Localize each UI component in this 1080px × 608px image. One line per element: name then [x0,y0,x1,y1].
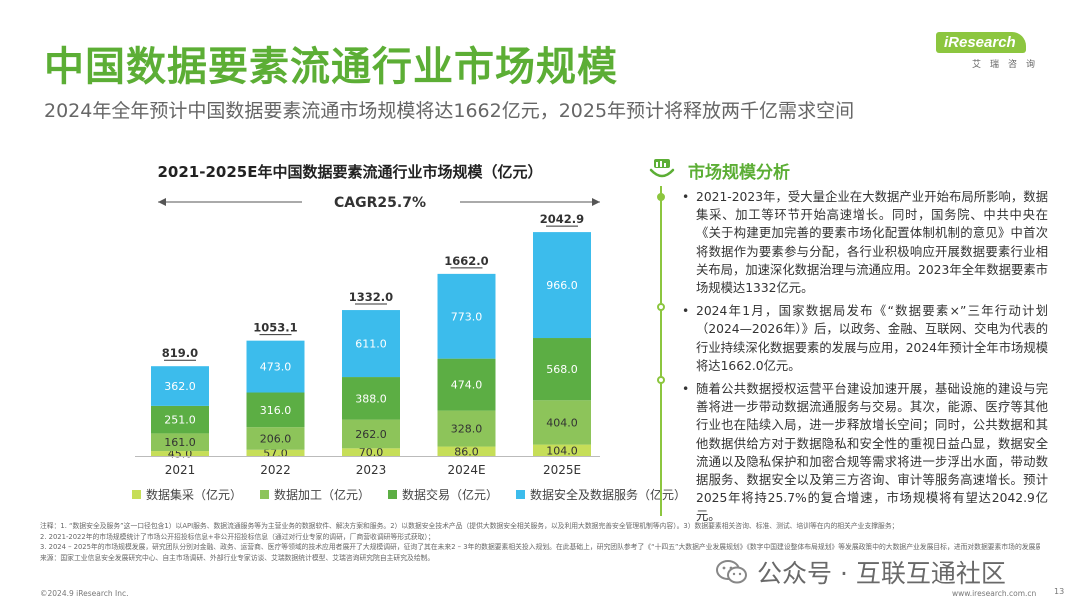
bar-value-label: 474.0 [451,379,483,392]
timeline-divider [660,186,662,516]
bar-value-label: 251.0 [164,414,196,427]
x-tick-label: 2024E [447,463,485,477]
legend-label: 数据安全及数据服务（亿元） [530,488,687,502]
chart-legend: 数据集采（亿元） 数据加工（亿元） 数据交易（亿元） 数据安全及数据服务（亿元） [132,486,686,503]
copyright: ©2024.9 iResearch Inc. [40,589,129,598]
footnotes: 注释：1. “数据安全及服务”这一口径包含1）以API服务、数据流通服务等为主营… [40,521,1040,563]
bar-value-label: 262.0 [355,428,387,441]
bar-segment [246,340,305,393]
legend-item: 数据交易（亿元） [388,486,498,503]
footnote-line: 来源：国家工业信息安全发展研究中心、自主市场调研、外部行业专家访谈、艾瑞数据统计… [40,553,435,562]
bar-total-label: 2042.9 [540,212,584,226]
bar-segment [533,338,591,401]
legend-item: 数据安全及数据服务（亿元） [516,486,686,503]
x-tick-label: 2021 [165,463,196,477]
footnote-line: 3. 2024 – 2025年的市场规模发展，研究团队分别对金融、政务、运营商、… [40,543,1040,551]
bar-total-label: 819.0 [162,346,198,360]
bar-value-label: 362.0 [164,380,196,393]
wechat-icon [716,560,747,584]
timeline-dot [657,193,665,201]
bar-segment [246,392,305,428]
bar-segment [437,273,496,359]
analysis-heading: 市场规模分析 [688,163,790,183]
bar-value-label: 161.0 [164,436,196,449]
bar-value-label: 70.0 [359,446,384,459]
bar-segment [246,427,305,450]
legend-swatch [388,490,398,499]
bar-segment [437,358,496,411]
bar-segment [437,446,496,456]
bar-value-label: 86.0 [454,445,479,458]
bar-value-label: 966.0 [546,279,578,292]
bar-segment [342,448,400,456]
bar-value-label: 404.0 [546,416,578,429]
bar-segment [342,377,400,420]
footnote-line: 2. 2021-2022年的市场规模统计了市场公开招投标信息+非公开招投标信息（… [40,532,435,541]
legend-label: 数据交易（亿元） [402,488,499,502]
x-tick-label: 2025E [543,463,581,477]
legend-item: 数据加工（亿元） [260,486,370,503]
page-number: 13 [1054,587,1065,596]
bar-segment [342,419,400,449]
logo-tagline: 艾瑞咨询 [972,60,1045,70]
legend-swatch [132,490,141,499]
legend-label: 数据加工（亿元） [274,488,371,502]
analysis-bullet: 2021-2023年，受大量企业在大数据产业开始布局所影响，数据集采、加工等环节… [676,188,1048,297]
x-tick-label: 2023 [356,463,387,477]
bar-segment [151,433,209,452]
analysis-bullets: 2021-2023年，受大量企业在大数据产业开始布局所影响，数据集采、加工等环节… [676,188,1048,531]
bar-segment [533,232,591,339]
bar-segment [151,451,209,456]
cagr-label: CAGR25.7% [334,195,426,211]
chart-title: 2021-2025E年中国数据要素流通行业市场规模（亿元） [157,163,543,181]
analysis-chart-icon [649,159,675,178]
bar-value-label: 473.0 [260,361,292,374]
legend-swatch [516,490,526,499]
bar-total-label: 1053.1 [253,321,297,335]
analysis-bullet: 2024年1月，国家数据局发布《“数据要素×”三年行动计划（2024—2026年… [676,302,1048,375]
bar-value-label: 104.0 [546,444,578,457]
footnote-line: 注释：1. “数据安全及服务”这一口径包含1）以API服务、数据流通服务等为主营… [40,522,899,530]
bar-segment [342,310,400,378]
bar-segment [533,444,591,456]
page-subtitle: 2024年全年预计中国数据要素流通市场规模将达1662亿元，2025年预计将释放… [44,100,855,122]
timeline-dot [657,376,665,384]
bar-segment [151,405,209,434]
logo-brand: iResearch [936,32,1026,53]
bar-value-label: 328.0 [451,423,483,436]
bar-segment [533,400,591,445]
iresearch-logo: iResearch 艾瑞咨询 [934,30,1054,70]
bar-total-label: 1662.0 [444,254,488,268]
bar-total-label: 1332.0 [349,290,393,304]
bar-segment [437,410,496,447]
x-tick-label: 2022 [260,463,291,477]
cagr-arrow-head-left [158,198,166,206]
watermark-text: 公众号 · 互联互通社区 [757,559,1006,588]
footer-url: www.iresearch.com.cn [952,589,1037,598]
bar-value-label: 206.0 [260,432,292,445]
cagr-arrow-head-right [592,198,600,206]
timeline-dot [657,303,665,311]
page-title: 中国数据要素流通行业市场规模 [44,44,618,90]
bar-segment [246,449,305,456]
wechat-watermark: 公众号 · 互联互通社区 [715,554,1006,590]
legend-swatch [260,490,270,499]
bar-value-label: 773.0 [451,310,483,323]
legend-item: 数据集采（亿元） [132,486,242,503]
bar-value-label: 611.0 [355,338,387,351]
stacked-bar-chart: CAGR25.7%45.0161.0251.0362.0819.0202157.… [135,195,600,477]
analysis-bullet: 随着公共数据授权运营平台建设加速开展，基础设施的建设与完善将进一步带动数据流通服… [676,380,1048,526]
bar-value-label: 568.0 [546,363,578,376]
bar-segment [151,366,209,406]
bar-value-label: 316.0 [260,404,292,417]
legend-label: 数据集采（亿元） [146,488,243,502]
bar-value-label: 388.0 [355,392,387,405]
